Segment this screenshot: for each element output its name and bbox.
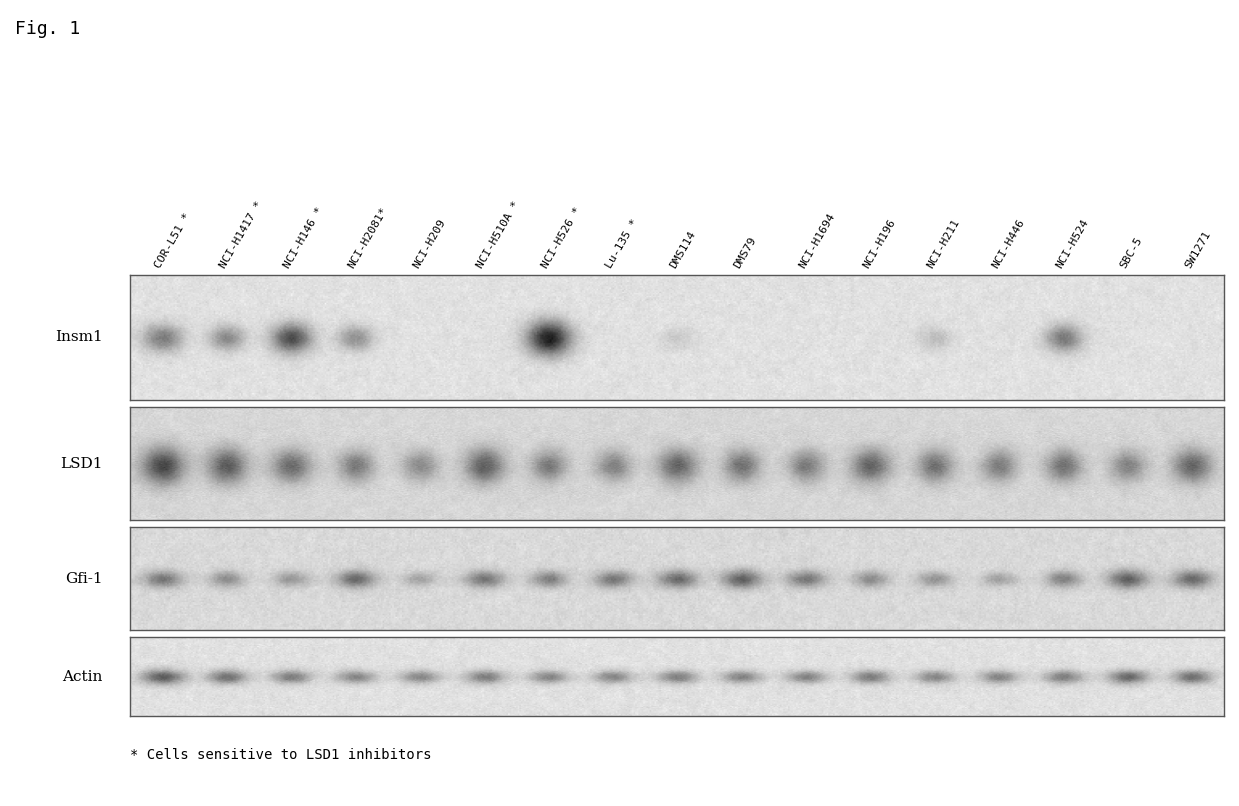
Text: Actin: Actin xyxy=(62,670,103,683)
Text: SBC-5: SBC-5 xyxy=(1119,235,1145,270)
Text: NCI-H2081*: NCI-H2081* xyxy=(347,206,389,270)
Text: Insm1: Insm1 xyxy=(55,330,103,344)
Text: DMS79: DMS79 xyxy=(732,235,758,270)
Text: NCI-H146 *: NCI-H146 * xyxy=(282,206,326,270)
Text: NCI-H510A *: NCI-H510A * xyxy=(476,200,522,270)
Text: NCI-H1694: NCI-H1694 xyxy=(797,211,836,270)
Text: NCI-H1417 *: NCI-H1417 * xyxy=(218,200,264,270)
Text: Gfi-1: Gfi-1 xyxy=(64,571,103,586)
Text: Fig. 1: Fig. 1 xyxy=(15,20,81,38)
Text: COR-L51 *: COR-L51 * xyxy=(154,211,193,270)
Text: NCI-H196: NCI-H196 xyxy=(861,218,897,270)
Text: DMS114: DMS114 xyxy=(668,229,698,270)
Text: LSD1: LSD1 xyxy=(61,456,103,471)
Text: NCI-H526 *: NCI-H526 * xyxy=(540,206,582,270)
Text: SW1271: SW1271 xyxy=(1183,229,1213,270)
Text: Lu-135 *: Lu-135 * xyxy=(603,218,641,270)
Text: NCI-H446: NCI-H446 xyxy=(990,218,1026,270)
Text: * Cells sensitive to LSD1 inhibitors: * Cells sensitive to LSD1 inhibitors xyxy=(130,748,431,762)
Text: NCI-H209: NCI-H209 xyxy=(411,218,447,270)
Text: NCI-H211: NCI-H211 xyxy=(926,218,961,270)
Text: NCI-H524: NCI-H524 xyxy=(1054,218,1090,270)
